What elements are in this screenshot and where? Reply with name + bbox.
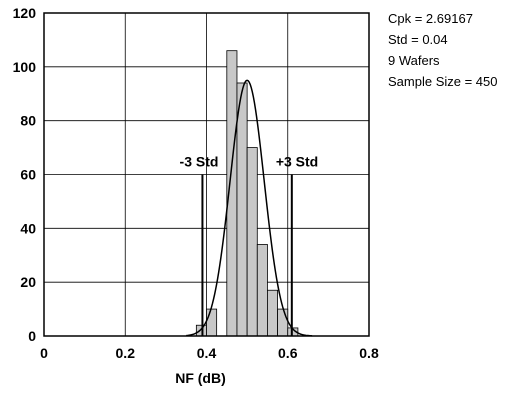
normal-distribution-curve	[186, 79, 313, 337]
x-axis-ticks: 0 0.2 0.4 0.6 0.8	[40, 345, 379, 361]
x-tick-label-4: 0.8	[359, 345, 379, 361]
std-limit-label-0: -3 Std	[180, 154, 219, 170]
plot-frame	[43, 12, 370, 337]
histogram-bar-8	[277, 308, 289, 337]
y-axis-ticks: 0 20 40 60 80 100 120	[13, 5, 37, 344]
x-tick-label-2: 0.4	[197, 345, 217, 361]
stats-panel: Cpk = 2.69167 Std = 0.04 9 Wafers Sample…	[388, 8, 497, 92]
cpk-value: Cpk = 2.69167	[388, 11, 473, 26]
histogram-bar-1	[206, 308, 218, 337]
histogram-bar-0	[195, 324, 207, 337]
y-tick-label-4: 80	[20, 113, 36, 129]
histogram-bars	[195, 50, 299, 337]
x-tick-label-1: 0.2	[116, 345, 136, 361]
y-tick-label-0: 0	[28, 328, 36, 344]
x-tick-label-3: 0.6	[278, 345, 298, 361]
x-axis-title: NF (dB)	[175, 370, 226, 386]
y-tick-label-6: 120	[13, 5, 37, 21]
std-limit-label-1: +3 Std	[276, 154, 318, 170]
grid-lines	[43, 12, 370, 337]
sample-size: Sample Size = 450	[388, 74, 498, 89]
std-value: Std = 0.04	[388, 32, 448, 47]
wafer-count: 9 Wafers	[388, 53, 440, 68]
y-tick-label-3: 60	[20, 167, 36, 183]
y-tick-label-2: 40	[20, 220, 36, 236]
std-limit-lines: -3 Std +3 Std	[180, 154, 318, 336]
x-tick-label-0: 0	[40, 345, 48, 361]
y-tick-label-5: 100	[13, 59, 37, 75]
histogram-bar-5	[246, 147, 258, 337]
histogram-bar-4	[236, 82, 248, 337]
histogram-bar-6	[256, 244, 268, 337]
histogram-bar-7	[267, 289, 278, 337]
y-tick-label-1: 20	[20, 274, 36, 290]
